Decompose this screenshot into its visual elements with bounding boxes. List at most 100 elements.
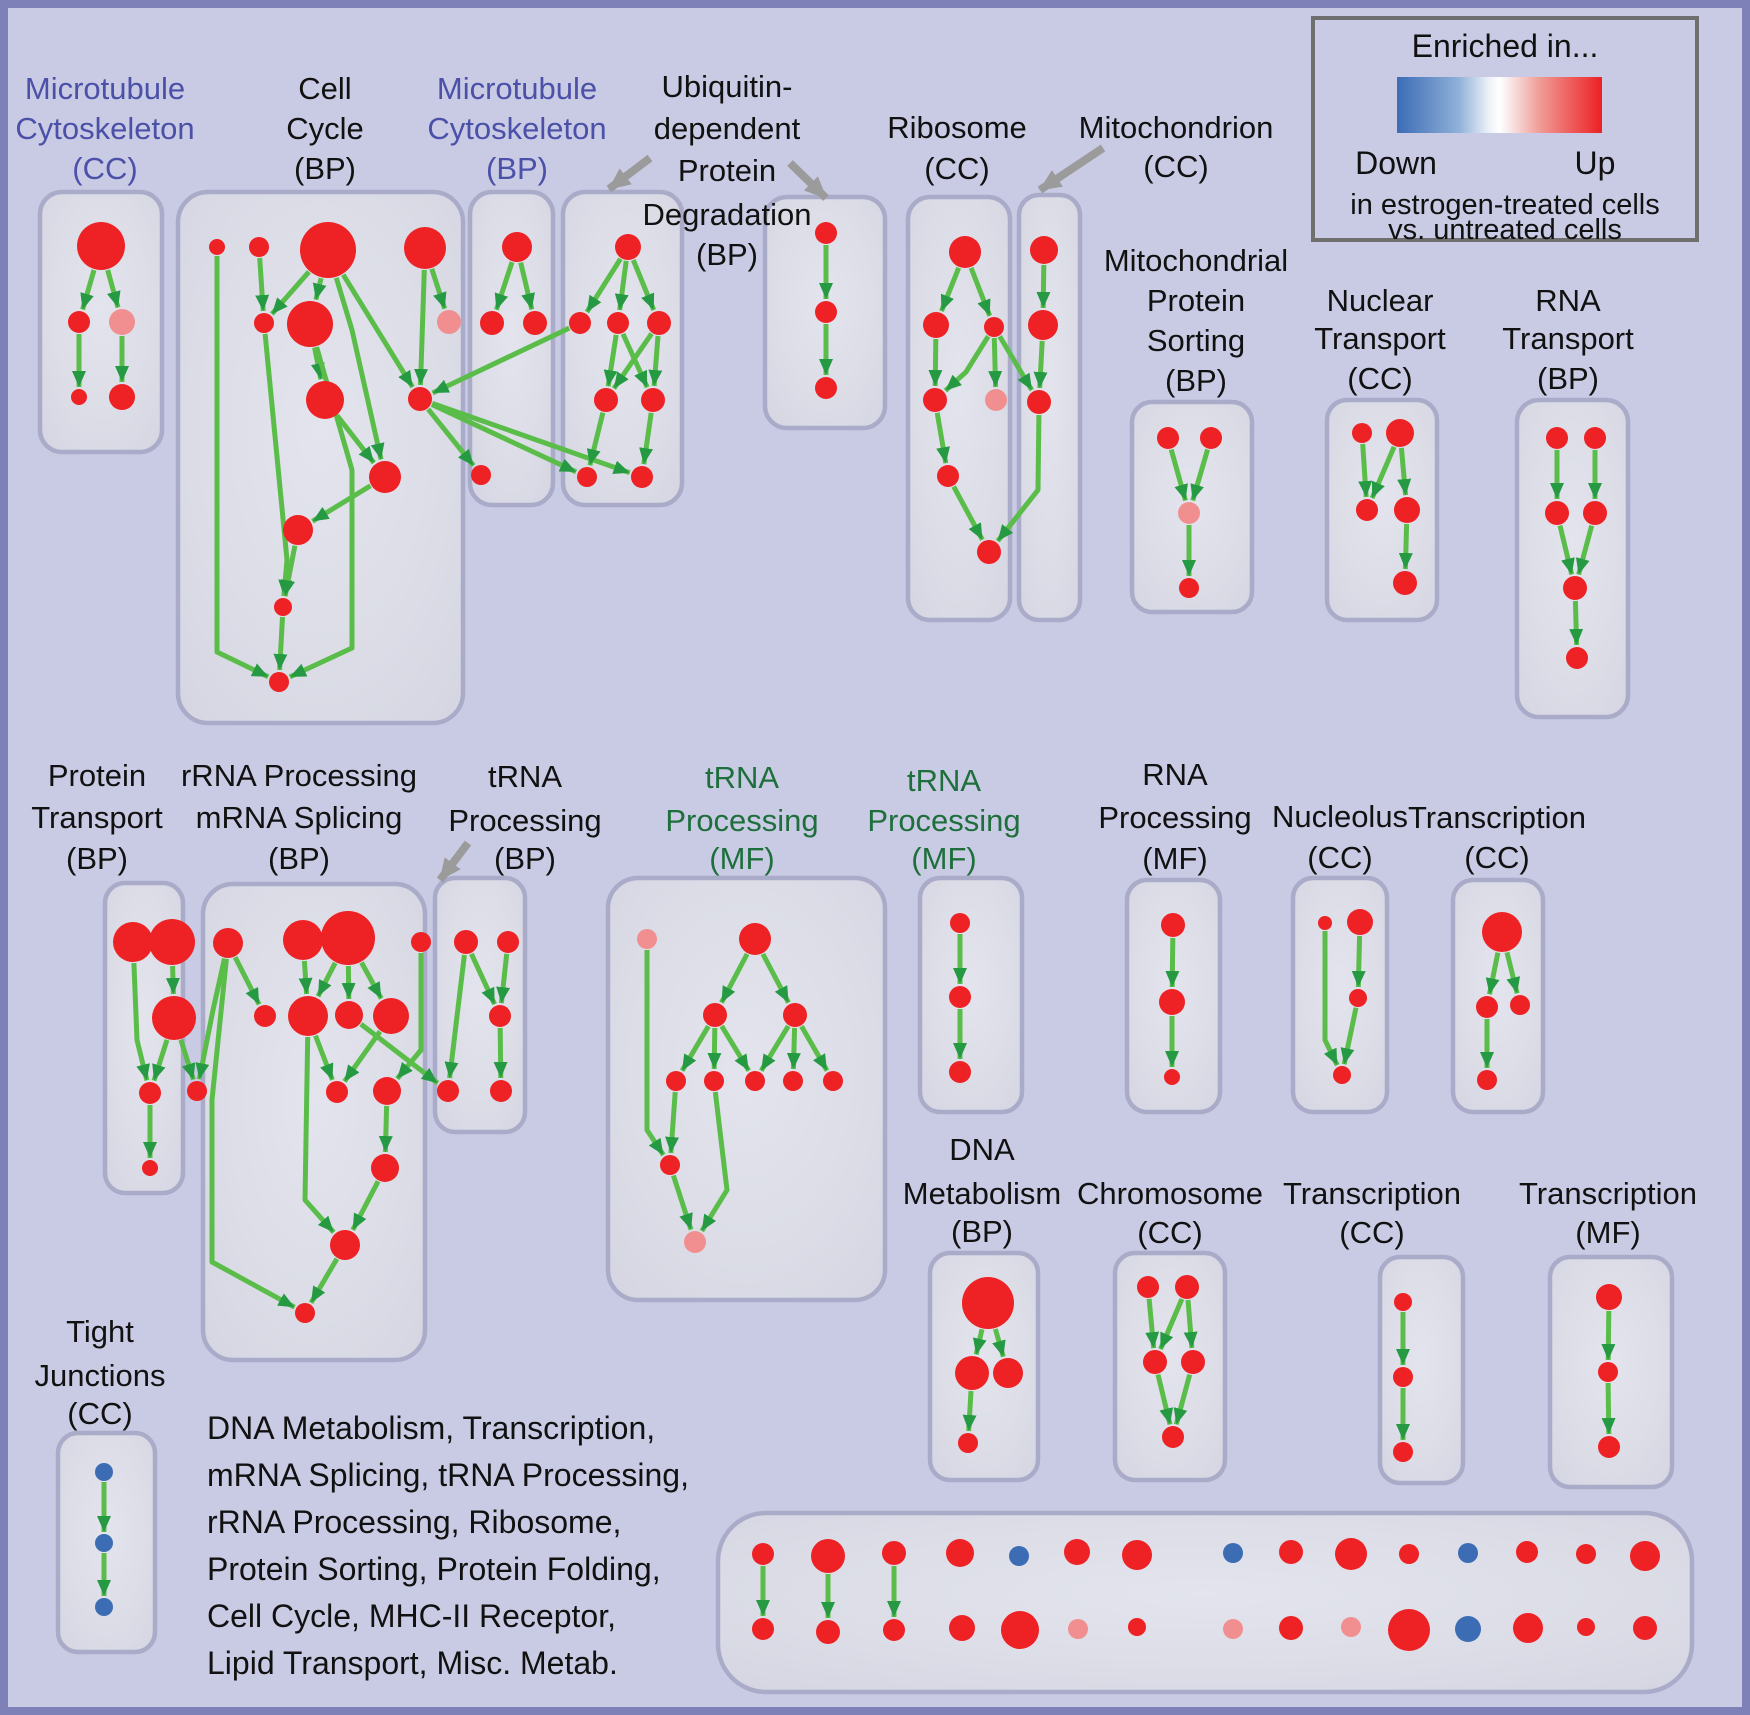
go-term-node — [1455, 1616, 1481, 1642]
edge-arrow — [719, 1024, 751, 1072]
go-term-node — [283, 515, 313, 545]
go-term-node — [411, 932, 431, 952]
go-term-node — [1223, 1543, 1243, 1563]
go-term-node — [1394, 1293, 1412, 1311]
go-term-node — [1161, 913, 1185, 937]
misc-cluster-list-line: Lipid Transport, Misc. Metab. — [207, 1645, 618, 1681]
edge-arrow — [302, 1036, 336, 1234]
go-term-node — [1458, 1543, 1478, 1563]
edge-arrow — [671, 1174, 694, 1231]
go-term-node — [149, 919, 195, 965]
edge-arrow — [151, 1039, 170, 1082]
go-term-node — [1333, 1066, 1351, 1084]
go-term-node — [95, 1534, 113, 1552]
edge-arrow — [1504, 951, 1521, 994]
edge-arrow — [431, 325, 571, 396]
edge-arrow — [1165, 937, 1180, 988]
cluster-label: (CC) — [924, 151, 989, 186]
go-term-node — [254, 1005, 276, 1027]
go-term-node — [703, 1003, 727, 1027]
go-term-node — [269, 672, 289, 692]
label-pointer-arrow-icon — [436, 840, 472, 883]
edge-arrow — [679, 1024, 711, 1072]
edge-arrow — [430, 402, 578, 475]
cluster-label: RNA — [1535, 283, 1601, 318]
cluster-label: Microtubule — [25, 71, 185, 106]
edge-arrow — [699, 1091, 730, 1233]
cluster-label: (BP) — [1537, 361, 1599, 396]
go-term-node — [287, 301, 333, 347]
cluster-box — [1290, 875, 1390, 1115]
go-term-node — [1583, 501, 1607, 525]
nodes-layer — [68, 222, 1660, 1651]
cluster-label: Sorting — [1147, 323, 1245, 358]
cluster-label: (CC) — [1464, 840, 1529, 875]
go-term-node — [523, 311, 547, 335]
go-term-node — [1598, 1362, 1618, 1382]
go-term-node — [249, 237, 269, 257]
go-term-node — [1566, 647, 1588, 669]
cluster-label: (CC) — [1347, 361, 1412, 396]
cluster-box — [715, 1510, 1695, 1695]
edge-arrow — [308, 1257, 340, 1304]
edge-arrow — [273, 616, 288, 671]
go-term-node — [213, 928, 243, 958]
go-term-node — [1178, 502, 1200, 524]
go-term-node — [1027, 390, 1051, 414]
go-term-node — [1030, 236, 1058, 264]
cluster-label: Ribosome — [887, 110, 1027, 145]
go-term-node — [704, 1071, 724, 1091]
go-term-node — [1584, 427, 1606, 449]
go-term-node — [1164, 1069, 1180, 1085]
go-term-node — [1633, 1616, 1657, 1640]
edge-arrow — [799, 1025, 830, 1072]
go-term-node — [949, 1061, 971, 1083]
edge-arrow — [1158, 1298, 1185, 1351]
go-term-node — [1576, 1544, 1596, 1564]
go-term-node — [490, 1080, 512, 1102]
edge-arrow — [493, 1027, 508, 1079]
cluster-label: Processing — [1098, 800, 1251, 835]
edge-arrow — [707, 1027, 722, 1070]
go-term-node — [958, 1433, 978, 1453]
go-term-node — [1352, 423, 1372, 443]
edge-arrow — [395, 953, 424, 1081]
cluster-label: tRNA — [907, 763, 981, 798]
go-term-node — [404, 227, 446, 269]
edge-arrow — [1173, 1373, 1193, 1426]
go-term-node — [437, 1080, 459, 1102]
edge-arrow — [518, 262, 535, 310]
go-term-node — [139, 1082, 161, 1104]
go-term-node — [962, 1277, 1014, 1329]
edge-arrow — [359, 961, 384, 1000]
go-term-node — [1349, 989, 1367, 1007]
go-term-node — [68, 311, 90, 333]
edge-arrow — [426, 407, 476, 468]
go-term-node — [977, 540, 1001, 564]
go-term-node — [1181, 1350, 1205, 1374]
edge-arrow — [429, 268, 448, 310]
go-term-node — [1399, 1544, 1419, 1564]
edge-arrow — [335, 414, 376, 465]
edge-arrow — [972, 1328, 987, 1356]
edge-arrow — [1601, 1382, 1616, 1435]
go-term-node — [1162, 1426, 1184, 1448]
go-term-node — [1122, 1540, 1152, 1570]
edge-arrow — [603, 334, 619, 387]
edge-arrow — [759, 1024, 791, 1072]
go-term-node — [615, 234, 641, 260]
go-term-node — [823, 1071, 843, 1091]
edge-arrow — [209, 958, 296, 1310]
go-term-node — [95, 1463, 113, 1481]
go-term-node — [1318, 916, 1332, 930]
go-term-node — [1393, 1442, 1413, 1462]
go-term-node — [949, 986, 971, 1008]
go-term-node — [471, 465, 491, 485]
cluster-label: (CC) — [1307, 840, 1372, 875]
label-pointer-arrow-icon — [606, 154, 653, 193]
edge-arrow — [414, 269, 429, 386]
go-term-node — [95, 1598, 113, 1616]
edge-arrow — [80, 269, 97, 311]
edge-arrow — [311, 483, 372, 524]
